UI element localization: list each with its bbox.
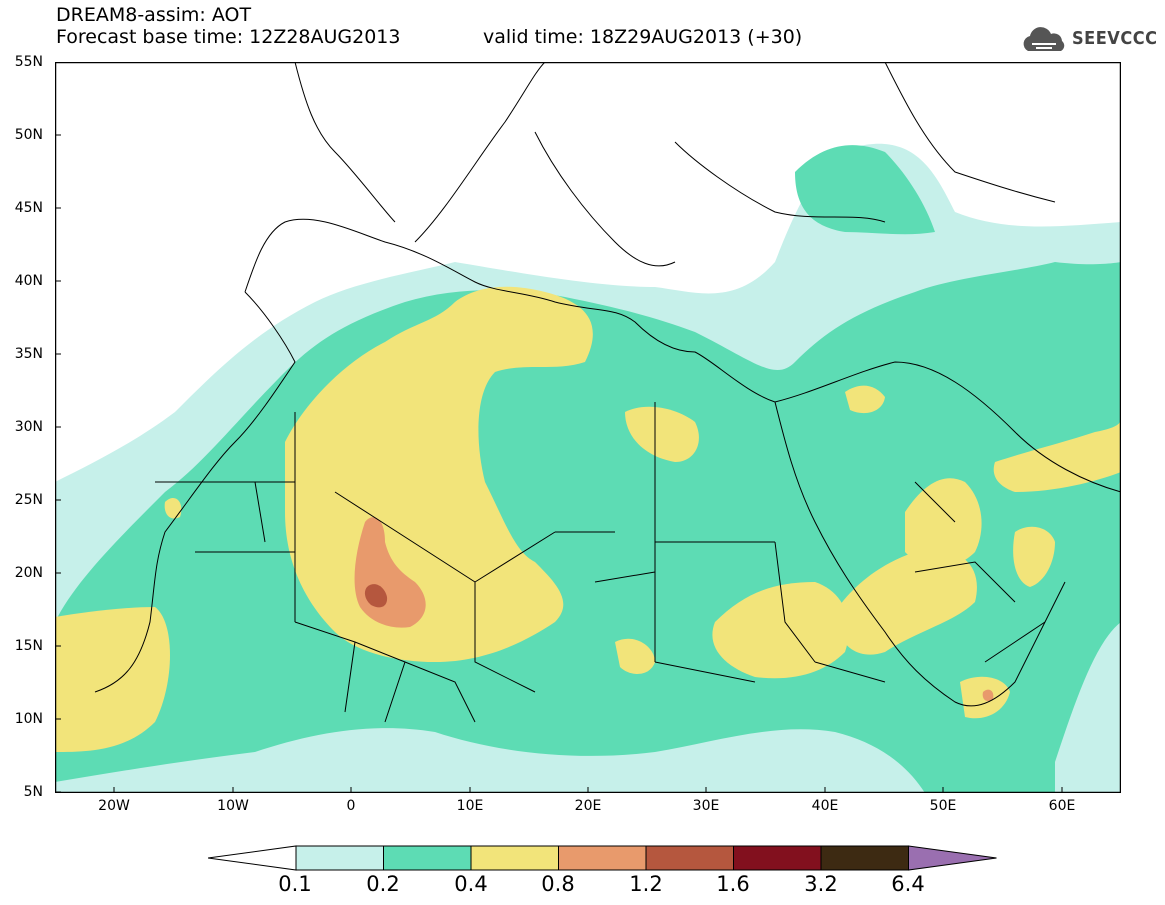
lat-label: 50N [14, 127, 43, 143]
aot-band-1.2 [364, 584, 388, 608]
lon-label: 40E [811, 798, 839, 814]
lat-label: 35N [14, 346, 43, 362]
colorbar-under-triangle [208, 845, 297, 871]
colorbar-swatch [733, 845, 822, 871]
title-line-2: Forecast base time: 12Z28AUG2013 [56, 26, 401, 48]
logo-text: SEEVCCC [1072, 28, 1158, 49]
axis-ticks [55, 62, 1063, 793]
lon-label: 10E [456, 798, 484, 814]
lon-label: 20E [574, 798, 602, 814]
colorbar-label: 0.8 [541, 872, 575, 896]
lat-label: 45N [14, 200, 43, 216]
colorbar-swatch [383, 845, 472, 871]
coastlines [55, 62, 1121, 793]
valid-time: valid time: 18Z29AUG2013 (+30) [483, 26, 803, 48]
lat-label: 20N [14, 565, 43, 581]
colorbar-label: 0.4 [454, 872, 488, 896]
colorbar-label: 6.4 [891, 872, 925, 896]
colorbar-label: 1.2 [629, 872, 663, 896]
lat-label: 25N [14, 492, 43, 508]
aot-map [55, 62, 1121, 793]
colorbar-label: 0.2 [366, 872, 400, 896]
colorbar-swatch [295, 845, 384, 871]
lon-label: 50E [929, 798, 957, 814]
lon-label: 60E [1048, 798, 1076, 814]
cloud-icon [1023, 27, 1065, 51]
lon-label: 30E [692, 798, 720, 814]
colorbar-swatch [470, 845, 559, 871]
colorbar-swatch [558, 845, 647, 871]
colorbar [208, 845, 997, 871]
colorbar-over-triangle [908, 845, 997, 871]
lat-label: 10N [14, 711, 43, 727]
lat-label: 5N [23, 784, 43, 800]
colorbar-label: 3.2 [804, 872, 838, 896]
lon-label: 0 [346, 798, 356, 814]
title-block: DREAM8-assim: AOT Forecast base time: 12… [56, 4, 401, 48]
lat-label: 15N [14, 638, 43, 654]
lat-label: 55N [14, 54, 43, 70]
lon-label: 20W [98, 798, 130, 814]
colorbar-label: 1.6 [716, 872, 750, 896]
lat-label: 40N [14, 273, 43, 289]
lon-label: 10W [217, 798, 249, 814]
colorbar-swatch [645, 845, 734, 871]
colorbar-swatch [820, 845, 909, 871]
colorbar-label: 0.1 [278, 872, 312, 896]
title-line-1: DREAM8-assim: AOT [56, 4, 252, 26]
lat-label: 30N [14, 419, 43, 435]
